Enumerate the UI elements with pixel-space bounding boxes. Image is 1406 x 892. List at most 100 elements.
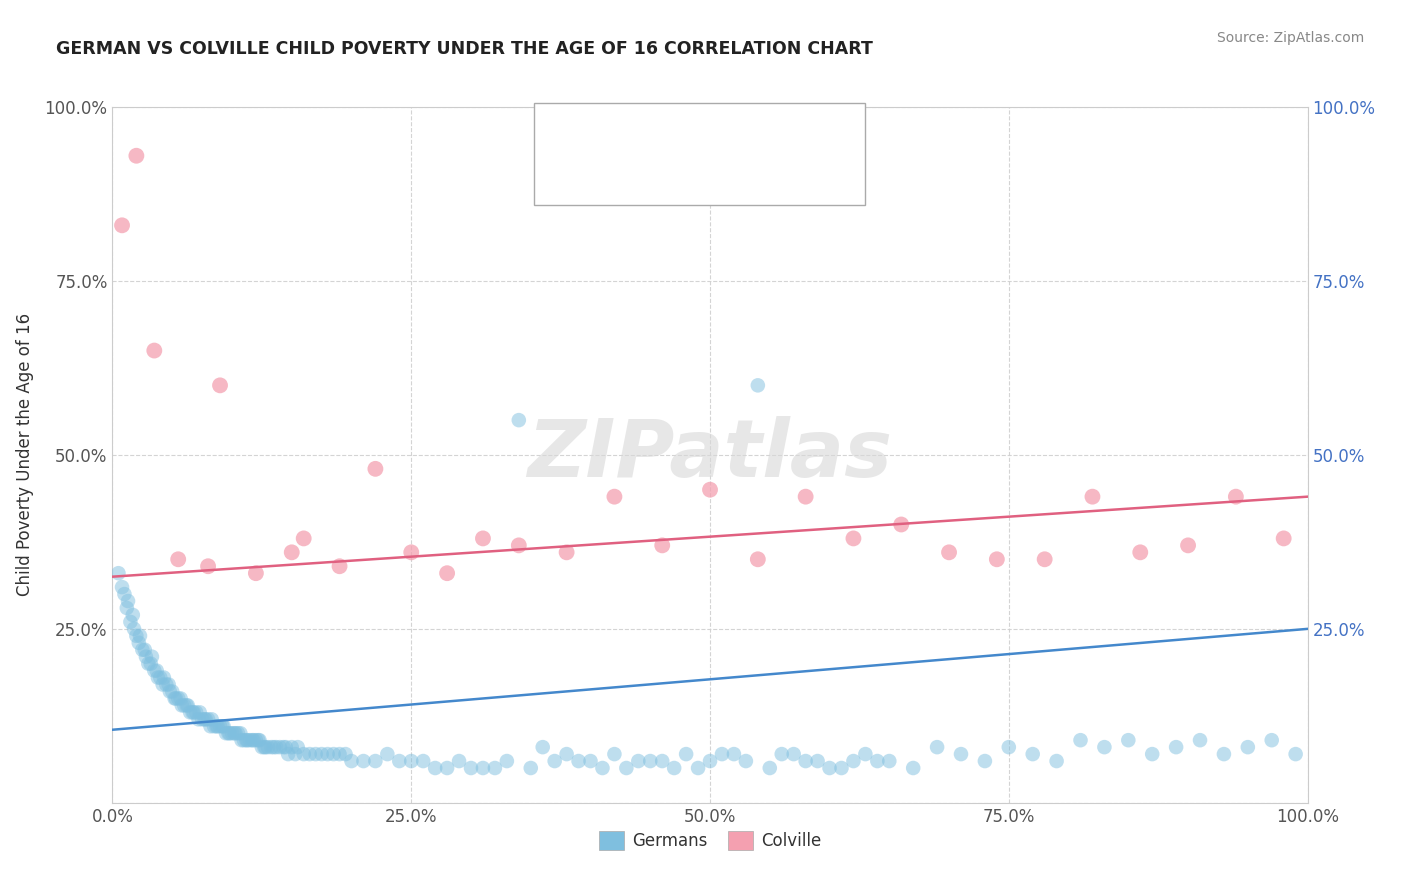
Point [209, 719, 232, 733]
Point [125, 149, 148, 163]
Point [135, 649, 157, 664]
Point [183, 706, 205, 720]
Point [1070, 733, 1092, 747]
Point [377, 747, 399, 761]
Point [247, 733, 270, 747]
Point [200, 719, 222, 733]
Point [1213, 747, 1236, 761]
Point [194, 712, 217, 726]
Point [818, 761, 841, 775]
Point [128, 636, 150, 650]
Point [879, 754, 901, 768]
Point [735, 754, 758, 768]
Point [274, 740, 297, 755]
Point [215, 726, 238, 740]
Point [122, 622, 145, 636]
Point [165, 691, 187, 706]
Point [747, 378, 769, 392]
Point [1225, 490, 1247, 504]
Point [205, 719, 228, 733]
Point [167, 691, 190, 706]
Point [807, 754, 830, 768]
Point [311, 747, 333, 761]
Point [688, 761, 710, 775]
Point [115, 601, 138, 615]
Point [1022, 747, 1045, 761]
Point [264, 740, 287, 755]
Point [138, 657, 160, 671]
Point [292, 747, 315, 761]
Point [616, 761, 638, 775]
Y-axis label: Child Poverty Under the Age of 16: Child Poverty Under the Age of 16 [15, 313, 34, 597]
Point [1129, 545, 1152, 559]
Point [1046, 754, 1069, 768]
Point [249, 733, 271, 747]
Point [176, 698, 198, 713]
Point [1237, 740, 1260, 755]
Point [603, 490, 626, 504]
Point [484, 761, 506, 775]
Point [225, 726, 247, 740]
Point [167, 552, 190, 566]
Point [770, 747, 793, 761]
Point [1166, 740, 1188, 755]
Point [759, 761, 782, 775]
Point [145, 664, 167, 678]
Point [281, 740, 304, 755]
Point [224, 726, 246, 740]
Point [651, 754, 673, 768]
Point [212, 719, 235, 733]
Legend: Germans, Colville: Germans, Colville [592, 824, 828, 857]
Point [163, 691, 186, 706]
Point [675, 747, 697, 761]
Point [855, 747, 877, 761]
Point [401, 545, 423, 559]
Point [111, 219, 134, 233]
Point [699, 483, 721, 497]
Point [1189, 733, 1212, 747]
Point [260, 740, 283, 755]
Point [209, 378, 232, 392]
Point [159, 684, 181, 698]
Point [263, 740, 285, 755]
Point [651, 538, 673, 552]
Point [179, 706, 201, 720]
Text: 0.179: 0.179 [628, 120, 685, 138]
Point [447, 754, 470, 768]
Point [950, 747, 973, 761]
Point [986, 552, 1008, 566]
Point [236, 733, 259, 747]
Point [211, 719, 233, 733]
Point [277, 747, 299, 761]
Point [316, 747, 339, 761]
Text: N =: N = [686, 120, 725, 138]
Point [603, 747, 626, 761]
Point [114, 587, 135, 601]
Point [352, 754, 374, 768]
Point [169, 691, 191, 706]
Point [627, 754, 650, 768]
Point [201, 712, 224, 726]
Point [257, 740, 280, 755]
Point [235, 733, 257, 747]
Text: 31: 31 [735, 158, 761, 176]
Point [245, 566, 267, 581]
Point [640, 754, 662, 768]
Point [508, 413, 530, 427]
Point [226, 726, 249, 740]
Point [129, 629, 152, 643]
Point [139, 657, 162, 671]
Point [329, 559, 352, 574]
Point [782, 747, 804, 761]
Point [1118, 733, 1140, 747]
Point [664, 761, 686, 775]
Point [938, 545, 960, 559]
Point [269, 740, 291, 755]
Point [543, 754, 565, 768]
Point [322, 747, 344, 761]
Point [173, 698, 195, 713]
Point [1094, 740, 1116, 755]
Point [193, 712, 215, 726]
Point [1177, 538, 1199, 552]
Point [794, 490, 817, 504]
